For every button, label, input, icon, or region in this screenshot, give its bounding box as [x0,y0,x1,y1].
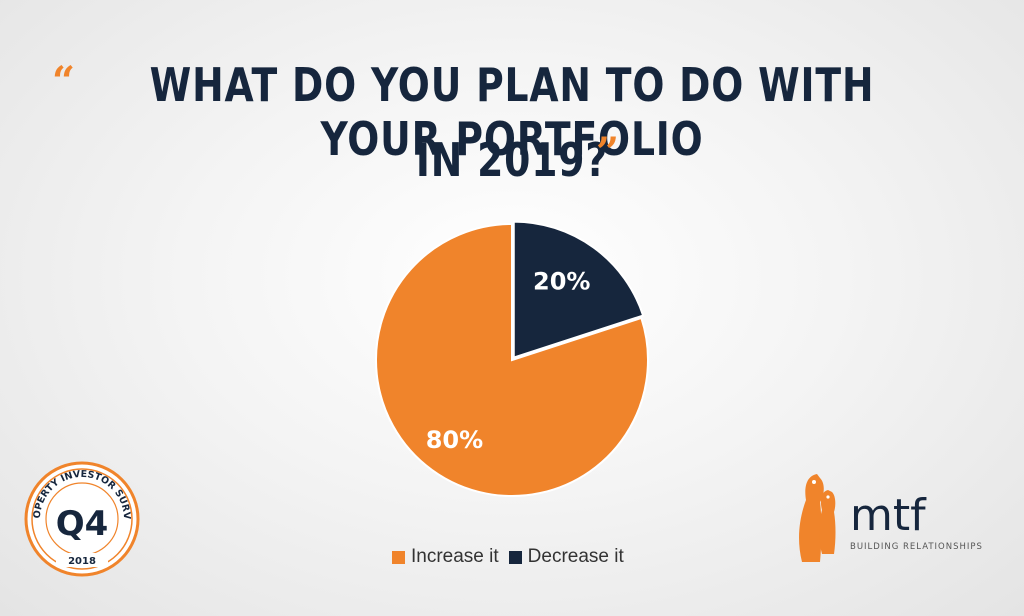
badge-year: 2018 [68,556,96,567]
badge-inner-ring [31,468,133,570]
badge-year-ribbon [56,553,108,567]
penguin-short [819,490,836,554]
page-title-line-1: WHAT DO YOU PLAN TO DO WITH YOUR PORTFOL… [149,58,875,166]
logo-name: mtf [850,490,927,541]
pie-slice-increase-it [375,222,649,497]
logo-tagline: BUILDING RELATIONSHIPS [850,542,983,552]
pie-label-decrease-it: 20% [533,268,590,296]
legend-item-increase: Increase it [392,546,499,568]
badge-outer-ring [24,461,140,577]
chart-legend: Increase it Decrease it [392,546,634,568]
legend-swatch-increase [392,550,405,564]
legend-item-decrease: Decrease it [508,546,624,568]
title-close-quote: ” [596,129,620,176]
legend-label-increase: Increase it [411,546,499,567]
penguins-icon [799,474,836,562]
pie-label-increase-it: 80% [426,426,483,454]
penguin-tall [799,474,824,562]
mtf-logo: mtf BUILDING RELATIONSHIPS [799,474,983,562]
page-title-line-2: IN 2019? [415,133,609,187]
title-open-quote: “ [52,58,76,105]
survey-badge: PROPERTY INVESTOR SURVEY Q4 2018 [22,455,140,577]
badge-quarter: Q4 [56,504,109,544]
legend-label-decrease: Decrease it [527,546,624,567]
pie-slice-decrease-it [512,220,645,359]
legend-swatch-decrease [508,550,522,564]
